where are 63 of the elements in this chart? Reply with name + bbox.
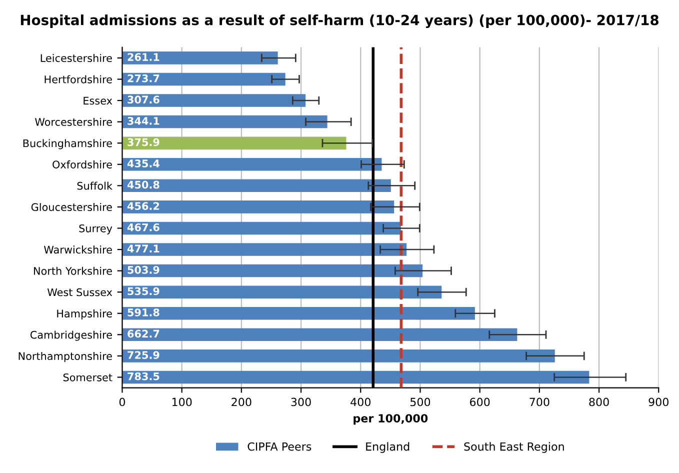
x-axis-title: per 100,000 <box>354 414 428 425</box>
bar <box>122 370 590 384</box>
data-label: 477.1 <box>127 244 160 252</box>
bar <box>122 286 442 298</box>
data-label: 273.7 <box>128 74 160 82</box>
y-tick-label: Oxfordshire <box>52 160 112 168</box>
data-label: 435.4 <box>127 160 160 168</box>
data-label: 307.6 <box>128 96 160 104</box>
data-label: 344.1 <box>128 116 160 125</box>
x-tick-label: 700 <box>530 398 550 406</box>
bar <box>122 200 394 214</box>
data-label: 450.8 <box>127 180 160 189</box>
data-label: 535.9 <box>128 287 160 296</box>
y-tick-label: Somerset <box>63 373 112 382</box>
bar <box>122 350 555 362</box>
y-tick-label: Surrey <box>79 224 112 234</box>
x-tick-label: 600 <box>470 398 490 406</box>
x-tick-label: 800 <box>589 398 609 406</box>
y-tick-label: Essex <box>84 96 112 105</box>
y-tick-label: Warwickshire <box>44 246 112 254</box>
x-tick-label: 0 <box>119 398 126 406</box>
x-tick-label: 500 <box>410 398 430 406</box>
bar <box>122 72 286 86</box>
y-tick-label: West Sussex <box>47 288 112 296</box>
bar <box>122 52 278 64</box>
y-tick-label: Hertfordshire <box>44 75 112 84</box>
data-label: 503.9 <box>128 266 160 274</box>
bar <box>122 306 475 320</box>
bar <box>122 115 328 128</box>
data-label: 783.5 <box>128 372 160 380</box>
x-tick-label: 100 <box>172 398 192 406</box>
y-tick-label: Suffolk <box>77 182 112 190</box>
x-tick-label: 400 <box>350 398 370 406</box>
bar <box>122 243 407 256</box>
bar <box>122 264 423 278</box>
data-label: 467.6 <box>127 223 160 232</box>
bar <box>122 328 518 342</box>
data-label: 725.9 <box>128 351 160 359</box>
y-tick-label: North Yorkshire <box>34 266 112 275</box>
data-label: 591.8 <box>128 308 160 316</box>
bar <box>122 94 306 107</box>
legend-label: South East Region <box>464 442 564 453</box>
y-tick-label: Buckinghamshire <box>23 139 112 150</box>
x-tick-label: 300 <box>291 398 311 406</box>
x-tick-label: 200 <box>232 398 252 406</box>
data-label: 662.7 <box>128 330 160 338</box>
bar <box>122 179 391 192</box>
bar <box>122 136 346 150</box>
y-tick-label: Worcestershire <box>35 118 112 126</box>
legend-label: England <box>366 442 410 453</box>
bar <box>122 222 401 235</box>
data-label: 261.1 <box>128 53 160 61</box>
chart-title: Hospital admissions as a result of self-harm (10-24 years) (per 100,000)- 2017/18 <box>20 14 658 28</box>
y-tick-label: Leicestershire <box>40 54 112 62</box>
y-tick-label: Cambridgeshire <box>30 330 112 341</box>
y-tick-label: Northamptonshire <box>18 352 112 362</box>
y-tick-label: Gloucestershire <box>31 202 112 212</box>
legend-label: CIPFA Peers <box>248 442 312 451</box>
data-label: 456.2 <box>127 202 160 210</box>
bar <box>122 158 382 171</box>
y-tick-label: Hampshire <box>57 309 112 320</box>
x-tick-label: 900 <box>648 398 668 406</box>
data-label: 375.9 <box>128 138 160 146</box>
